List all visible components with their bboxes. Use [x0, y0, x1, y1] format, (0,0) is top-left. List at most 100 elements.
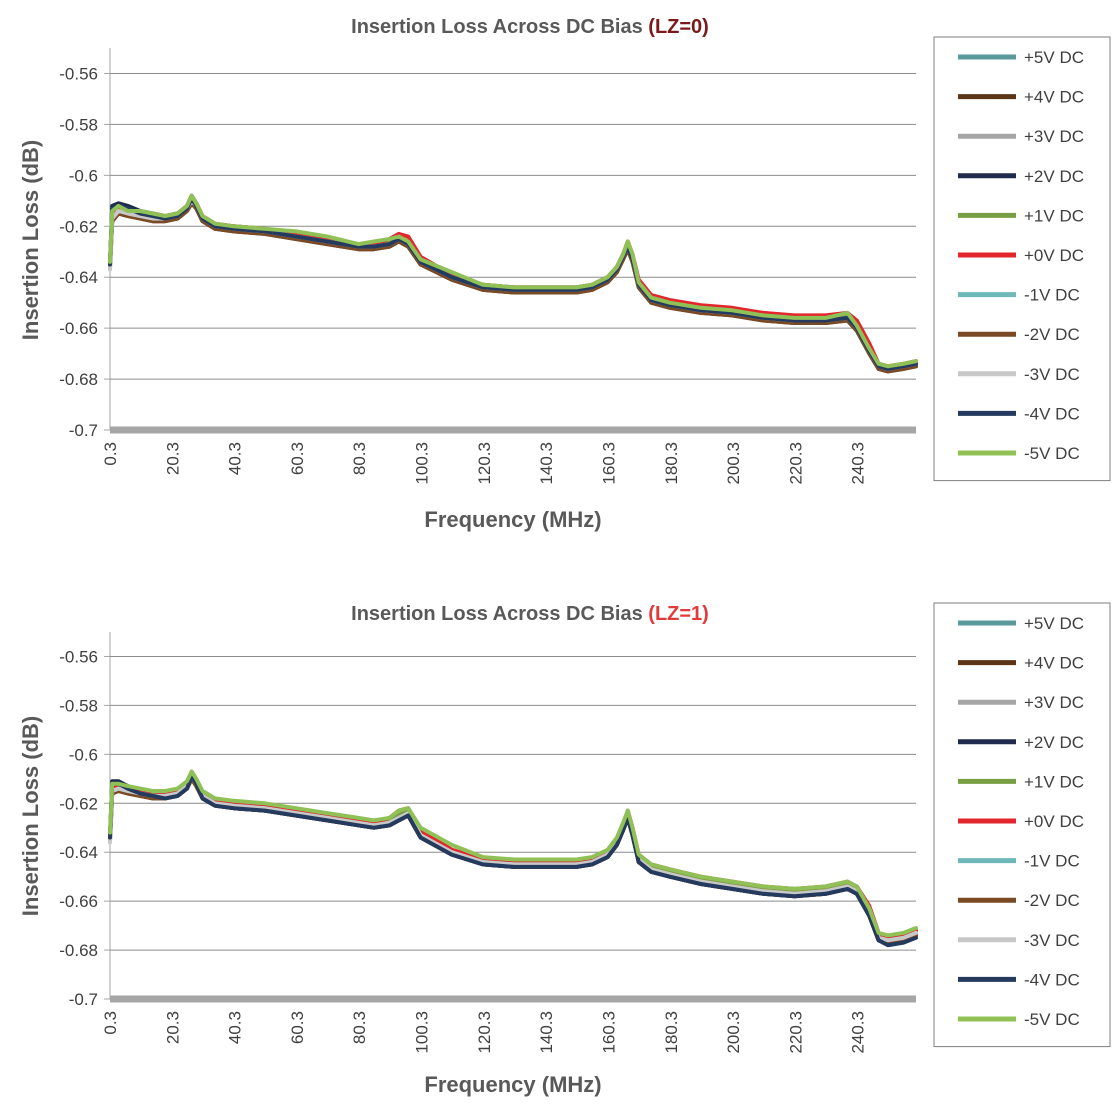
x-tick-label: 180.3 [662, 1011, 681, 1054]
series-line-2vdc [108, 193, 918, 371]
x-tick-label: 40.3 [226, 442, 245, 475]
legend-label: +0V DC [1024, 246, 1084, 265]
series-line-1vdc [108, 196, 918, 369]
x-tick-label: 140.3 [537, 1011, 556, 1054]
legend-box [933, 36, 1111, 482]
chart-title: Insertion Loss Across DC Bias (LZ=0) [351, 16, 709, 38]
legend-label: +3V DC [1024, 127, 1084, 146]
legend-item: -3V DC [958, 365, 1080, 384]
y-tick-label: -0.7 [69, 990, 98, 1009]
series-group [108, 769, 918, 948]
legend-label: +4V DC [1024, 88, 1084, 107]
y-tick-label: -0.62 [59, 217, 98, 236]
x-tick-label: 180.3 [662, 442, 681, 485]
y-tick-label: -0.66 [59, 319, 98, 338]
chart-0: Insertion Loss Across DC Bias (LZ=0) -0.5… [18, 16, 1111, 532]
legend-label: -4V DC [1024, 404, 1080, 423]
x-tick-label: 200.3 [724, 442, 743, 485]
legend-label: +4V DC [1024, 654, 1084, 673]
legend-label: -3V DC [1024, 365, 1080, 384]
legend-item: -1V DC [958, 852, 1080, 871]
x-tick-label: 80.3 [350, 1011, 369, 1044]
x-tick-label: 240.3 [849, 442, 868, 485]
legend-item: +3V DC [958, 127, 1084, 146]
series-line-3vdc [108, 196, 918, 369]
x-tick-label: 20.3 [163, 442, 182, 475]
series-line-4vdc [108, 774, 918, 948]
x-tick-label: 200.3 [724, 1011, 743, 1054]
x-tick-label: 220.3 [786, 442, 805, 485]
x-tick-label: 0.3 [101, 1011, 120, 1035]
legend-item: +0V DC [958, 812, 1084, 831]
x-tick-label: 80.3 [350, 442, 369, 475]
x-tick-label: 0.3 [101, 442, 120, 466]
series-line-5vdc [108, 193, 918, 369]
legend-label: -2V DC [1024, 891, 1080, 910]
series-line-0vdc [108, 196, 918, 369]
x-tick-label: 160.3 [599, 442, 618, 485]
legend-item: -4V DC [958, 970, 1080, 989]
legend-item: -2V DC [958, 325, 1080, 344]
legend-label: +2V DC [1024, 733, 1084, 752]
x-tick-label: 140.3 [537, 442, 556, 485]
legend-label: -3V DC [1024, 931, 1080, 950]
legend-item: -2V DC [958, 891, 1080, 910]
x-tick-label: 120.3 [475, 442, 494, 485]
legend-item: +2V DC [958, 167, 1084, 186]
x-tick-label: 40.3 [226, 1011, 245, 1044]
legend-item: +4V DC [958, 88, 1084, 107]
legend-item: +3V DC [958, 693, 1084, 712]
legend-item: +0V DC [958, 246, 1084, 265]
chart-title: Insertion Loss Across DC Bias (LZ=1) [351, 603, 709, 625]
y-tick-label: -0.56 [59, 647, 98, 666]
legend-item: -5V DC [958, 444, 1080, 463]
legend-label: -5V DC [1024, 444, 1080, 463]
x-axis-title: Frequency (MHz) [424, 507, 601, 532]
series-line-5vdc [108, 769, 918, 938]
legend-item: +5V DC [958, 48, 1084, 67]
y-tick-label: -0.62 [59, 794, 98, 813]
y-tick-label: -0.64 [59, 268, 98, 287]
legend-item: +2V DC [958, 733, 1084, 752]
x-tick-label: 100.3 [413, 442, 432, 485]
legend-item: +5V DC [958, 614, 1084, 633]
legend-label: +5V DC [1024, 48, 1084, 67]
legend: +5V DC +4V DC +3V DC +2V DC +1V DC +0V DC -1V … [933, 602, 1111, 1048]
legend-label: -4V DC [1024, 970, 1080, 989]
x-tick-label: 60.3 [288, 1011, 307, 1044]
series-line-2vdc [108, 201, 918, 374]
x-tick-label: 20.3 [163, 1011, 182, 1044]
y-tick-label: -0.58 [59, 115, 98, 134]
legend-label: +0V DC [1024, 812, 1084, 831]
legend-item: +1V DC [958, 206, 1084, 225]
y-tick-label: -0.68 [59, 941, 98, 960]
chart-title-highlight: (LZ=0) [648, 16, 709, 38]
y-tick-label: -0.6 [69, 745, 98, 764]
y-tick-label: -0.68 [59, 370, 98, 389]
legend-item: -4V DC [958, 404, 1080, 423]
x-tick-label: 220.3 [786, 1011, 805, 1054]
series-group [108, 193, 918, 374]
legend-item: -5V DC [958, 1010, 1080, 1029]
x-tick-label: 240.3 [849, 1011, 868, 1054]
legend-label: -1V DC [1024, 852, 1080, 871]
legend-label: +1V DC [1024, 772, 1084, 791]
legend: +5V DC +4V DC +3V DC +2V DC +1V DC +0V DC -1V … [933, 36, 1111, 482]
legend-item: -1V DC [958, 286, 1080, 305]
chart-1: Insertion Loss Across DC Bias (LZ=1) -0.5… [18, 602, 1111, 1097]
legend-label: +3V DC [1024, 693, 1084, 712]
x-tick-label: 160.3 [599, 1011, 618, 1054]
y-tick-label: -0.64 [59, 843, 98, 862]
legend-box [933, 602, 1111, 1048]
y-axis-title: Insertion Loss (dB) [18, 140, 43, 340]
x-tick-label: 100.3 [413, 1011, 432, 1054]
legend-item: +4V DC [958, 654, 1084, 673]
series-line-4vdc [108, 196, 918, 371]
legend-item: +1V DC [958, 772, 1084, 791]
chart-title-highlight: (LZ=1) [648, 603, 709, 625]
legend-label: +5V DC [1024, 614, 1084, 633]
x-axis-title: Frequency (MHz) [424, 1072, 601, 1097]
chart-title-main: Insertion Loss Across DC Bias [351, 603, 648, 625]
